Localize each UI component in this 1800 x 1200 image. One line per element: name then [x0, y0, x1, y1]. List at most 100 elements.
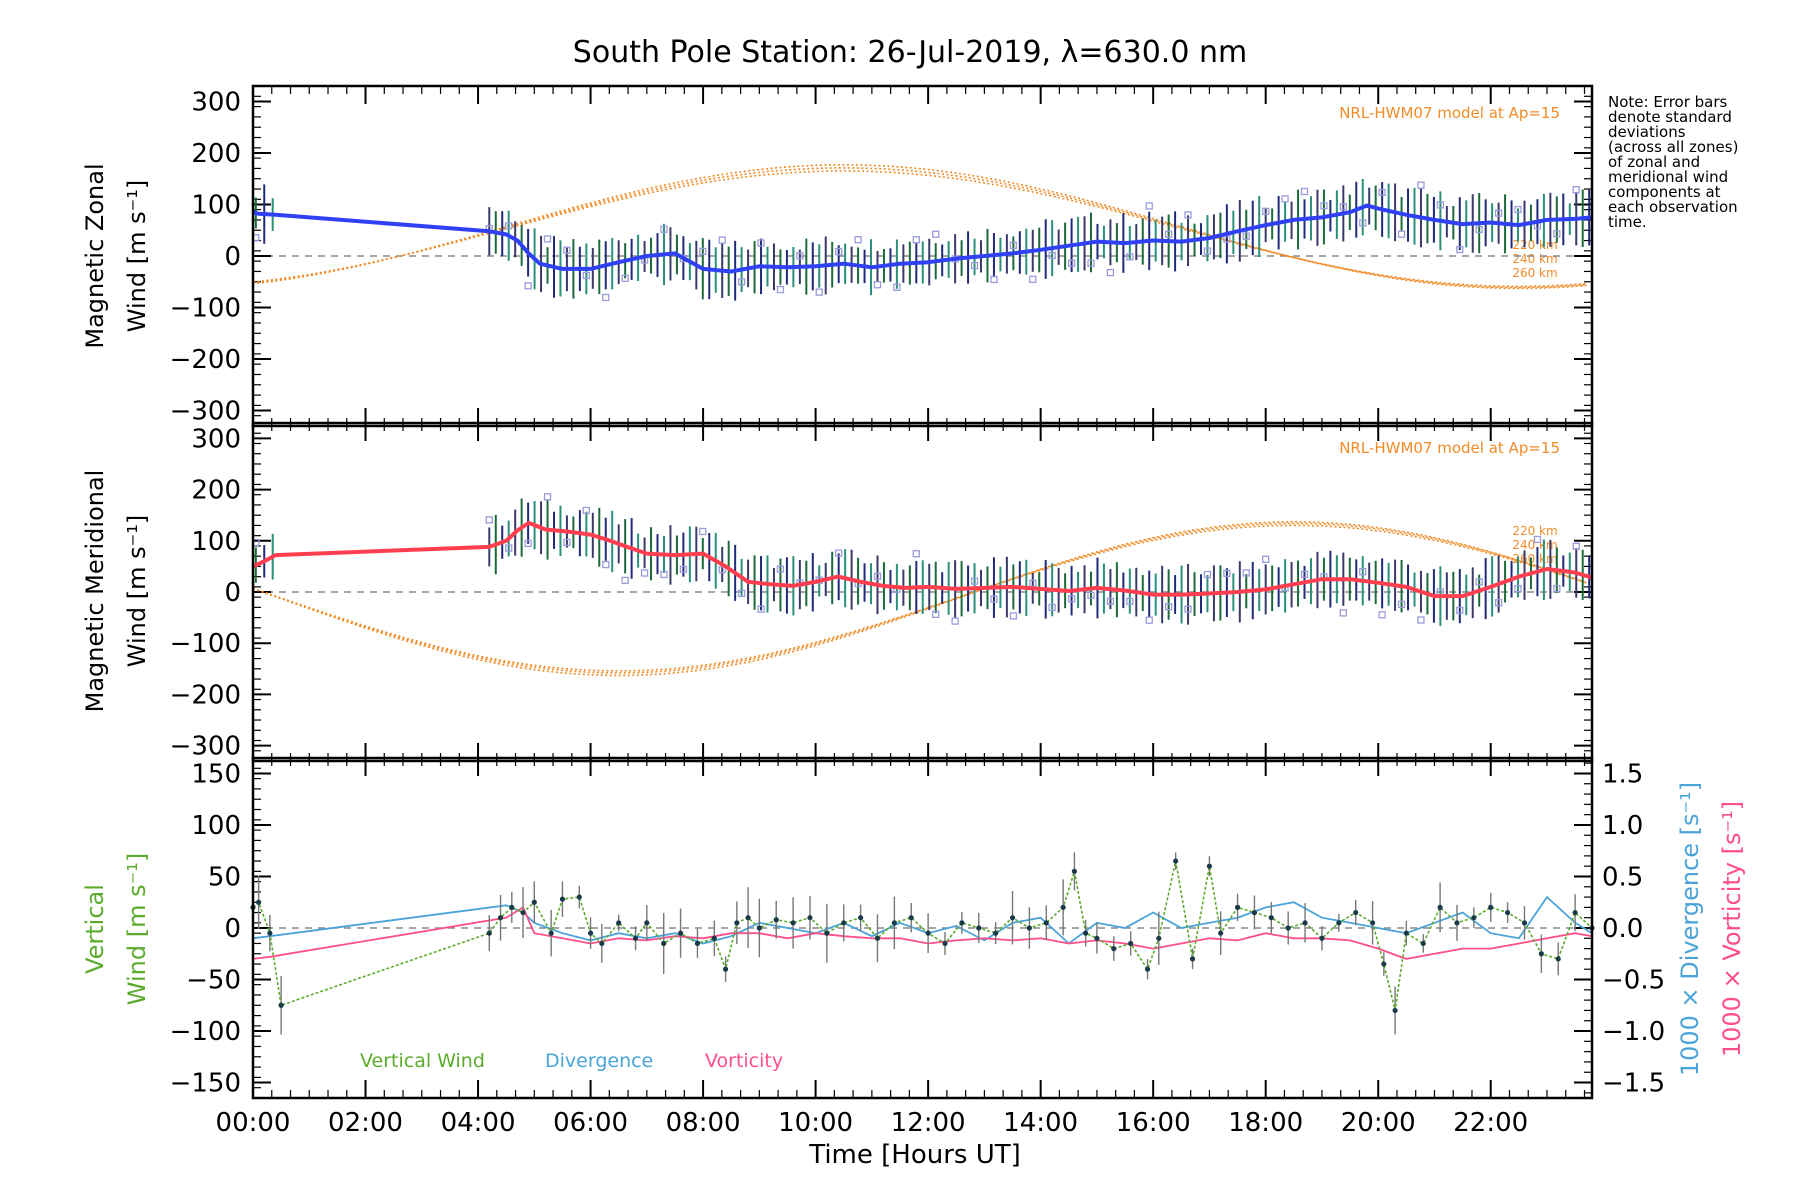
zonal-model-label: NRL-HWM07 model at Ap=15 — [1339, 104, 1560, 122]
zonal-zone-marker — [737, 278, 746, 286]
zonal-wind-line — [252, 203, 1593, 274]
meridional-zone-marker — [1572, 542, 1580, 551]
zonal-zone-marker — [757, 239, 765, 247]
zonal-panel: 300 200 100 0 −100 −200 −300 — [170, 84, 1594, 428]
note-line: meridional wind — [1608, 168, 1728, 186]
vertical-wind-point — [908, 915, 914, 921]
right-ytick-label: 1.0 — [1602, 811, 1643, 841]
meridional-zone-marker — [679, 565, 688, 574]
vertical-wind-point — [677, 930, 684, 936]
zonal-zone-marker — [1339, 203, 1347, 211]
vertical-wind-point — [711, 935, 717, 941]
vertical-wind-point — [824, 930, 830, 936]
meridional-zone-marker — [932, 610, 940, 619]
note-line: components at — [1608, 183, 1721, 201]
vertical-wind-point — [841, 920, 847, 926]
vertical-ylabel-line2: Wind [m s⁻¹] — [123, 853, 151, 1005]
vertical-wind-point — [1043, 920, 1049, 926]
vorticity-line — [252, 906, 1593, 960]
zonal-zone-marker — [990, 275, 998, 284]
vertical-wind-point — [891, 920, 897, 926]
vertical-ylabel-line1: Vertical — [81, 884, 109, 974]
x-tick-label: 06:00 — [553, 1108, 628, 1138]
meridional-zone-marker — [563, 538, 571, 547]
zonal-zone-marker — [796, 252, 804, 260]
meridional-zone-marker — [1533, 535, 1542, 544]
error-bar-note: Note: Error bars denote standard deviati… — [1608, 93, 1738, 231]
zonal-zone-marker — [1223, 235, 1231, 243]
vertical-wind-point — [1189, 956, 1196, 962]
vertical-wind-point — [1420, 940, 1426, 947]
meridional-zone-marker — [1223, 569, 1231, 578]
zonal-zone-marker — [1378, 188, 1386, 197]
zonal-zone-marker — [1397, 230, 1406, 238]
note-line: of zonal and — [1608, 153, 1700, 171]
meridional-zone-marker — [1456, 606, 1464, 615]
vertical-wind-point — [1538, 951, 1544, 957]
zonal-zone-marker — [1281, 195, 1289, 203]
zonal-zone-marker — [1242, 232, 1250, 240]
vertical-wind-point — [1488, 904, 1494, 910]
vertical-wind-point — [807, 915, 813, 921]
meridional-wind-line — [252, 520, 1593, 599]
vertical-frame — [251, 756, 1594, 1100]
vertical-wind-point — [1555, 956, 1561, 962]
meridional-zone-marker — [1494, 599, 1503, 607]
vertical-wind-point — [734, 920, 740, 926]
vertical-wind-point — [993, 930, 999, 936]
meridional-ytick-label: 100 — [191, 527, 241, 557]
meridional-ytick-label: −100 — [170, 629, 241, 659]
meridional-zone-marker — [1164, 603, 1173, 611]
vertical-wind-point — [1206, 863, 1213, 869]
zonal-zone-marker — [912, 236, 920, 244]
vertical-wind-point — [959, 920, 965, 926]
x-tick-label: 04:00 — [441, 1108, 516, 1138]
legend-vorticity: Vorticity — [705, 1050, 783, 1072]
zonal-zone-marker — [776, 285, 785, 294]
plot-layer: 3002001000−100−200−3003002001000−100−200… — [170, 84, 1665, 1138]
meridional-zone-marker — [1378, 611, 1386, 619]
legend-divergence: Divergence — [545, 1050, 653, 1072]
zonal-zone-marker — [1067, 259, 1076, 267]
vertical-wind-point — [858, 915, 864, 921]
meridional-zone-marker — [1514, 584, 1522, 593]
zonal-zone-marker — [1203, 247, 1212, 255]
vertical-wind-point — [773, 917, 779, 923]
x-tick-label: 18:00 — [1228, 1108, 1303, 1138]
vertical-wind-point — [1144, 966, 1151, 972]
meridional-zone-marker — [912, 550, 920, 558]
vertical-wind-point — [661, 940, 667, 947]
note-line: each observation — [1608, 198, 1738, 216]
meridional-zone-marker — [835, 549, 843, 557]
divergence-line — [252, 895, 1593, 945]
vertical-wind-point — [587, 930, 594, 936]
zonal-zone-marker — [1087, 259, 1095, 267]
zonal-zone-marker — [1184, 211, 1192, 219]
meridional-frame — [251, 421, 1594, 763]
zonal-ytick-label: 0 — [224, 242, 241, 272]
zonal-zone-marker — [1106, 268, 1115, 277]
vertical-ytick-label: 150 — [191, 759, 241, 789]
vertical-wind-point — [1111, 946, 1117, 952]
zonal-zone-marker — [1553, 230, 1561, 238]
meridional-zone-marker — [543, 493, 552, 501]
vertical-ytick-label: −150 — [170, 1069, 241, 1099]
zonal-ytick-label: −300 — [170, 397, 241, 427]
vertical-wind-point — [1505, 909, 1511, 916]
vertical-wind-point — [616, 920, 622, 926]
chart-title: South Pole Station: 26-Jul-2019, λ=630.0… — [573, 35, 1247, 70]
meridional-zone-marker — [776, 565, 785, 573]
vertical-wind-point — [256, 899, 262, 905]
vertical-ytick-label: 100 — [191, 811, 241, 841]
zonal-zone-marker — [1475, 225, 1483, 234]
zonal-zone-marker — [563, 246, 571, 254]
meridional-zone-marker — [699, 527, 707, 536]
vertical-wind-point — [790, 920, 796, 926]
vertical-wind-point — [559, 896, 566, 902]
zonal-zone-marker — [1164, 230, 1173, 238]
vertical-wind-point — [278, 1002, 284, 1008]
vertical-wind-point — [486, 930, 492, 936]
meridional-zone-marker — [1126, 597, 1134, 605]
meridional-zone-marker — [1300, 570, 1309, 579]
zonal-zone-marker — [1145, 202, 1153, 210]
